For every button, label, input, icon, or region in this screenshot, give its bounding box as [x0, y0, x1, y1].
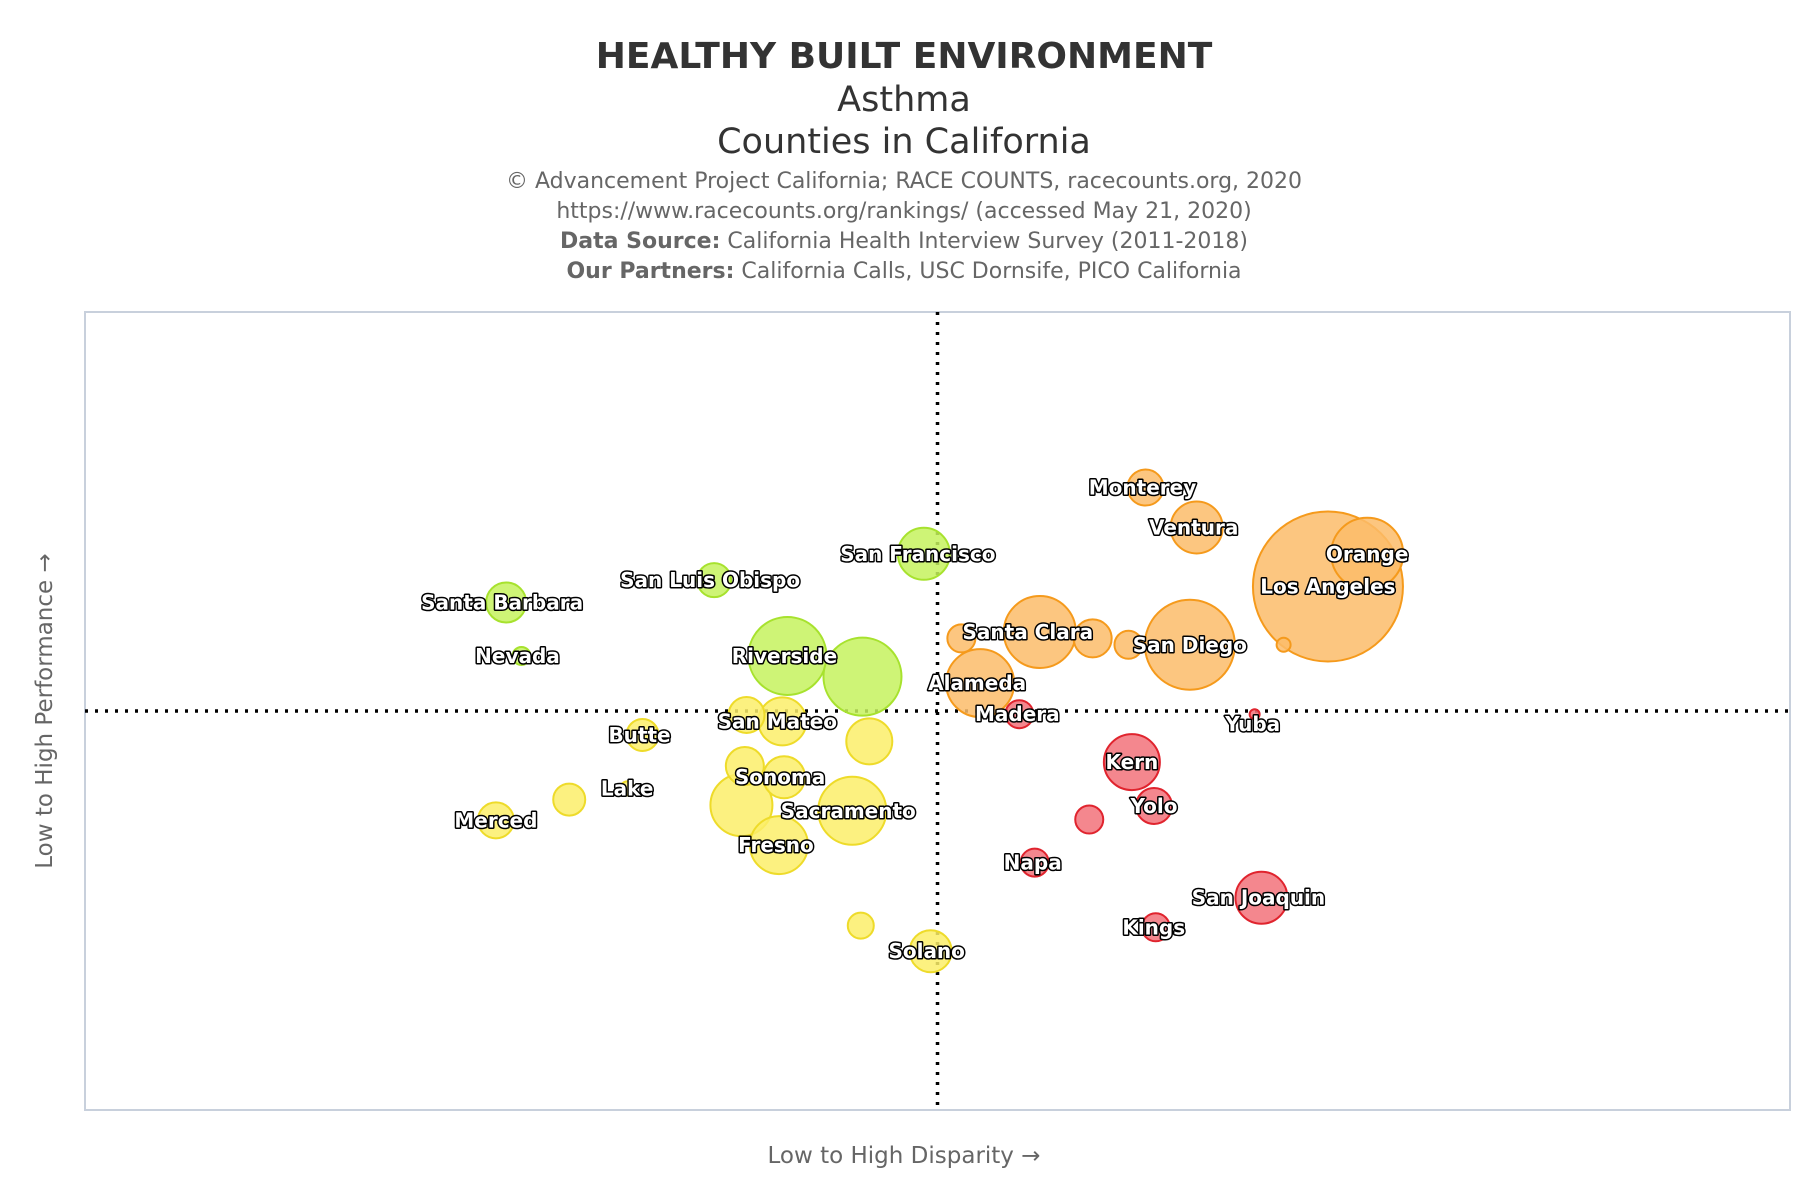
y-axis-label: Low to High Performance →: [32, 553, 58, 869]
credit-copyright: © Advancement Project California; RACE C…: [506, 169, 1302, 194]
bubble-napa[interactable]: [1019, 847, 1050, 878]
credit-partners-text: California Calls, USC Dornsife, PICO Cal…: [734, 259, 1241, 284]
bubble-unlabeled-6[interactable]: [1113, 629, 1144, 660]
bubble-label-orange: Orange: [1326, 542, 1408, 566]
bubble-san-joaquin[interactable]: [1234, 870, 1289, 925]
bubble-label-napa: Napa: [1004, 851, 1062, 875]
bubble-kings[interactable]: [1140, 912, 1171, 943]
bubble-label-san-francisco: San Francisco: [840, 542, 995, 566]
bubble-label-sonoma: Sonoma: [735, 765, 825, 789]
credit-data-source-label: Data Source:: [560, 229, 720, 254]
bubble-label-monterey: Monterey: [1089, 476, 1196, 500]
bubble-merced[interactable]: [476, 801, 515, 840]
bubble-orange[interactable]: [1330, 516, 1405, 591]
bubble-sonoma[interactable]: [762, 755, 807, 800]
bubble-label-ventura: Ventura: [1149, 515, 1238, 539]
bubble-label-yolo: Yolo: [1130, 794, 1178, 818]
bubble-label-riverside: Riverside: [732, 644, 837, 668]
bubble-unlabeled-4[interactable]: [1275, 636, 1292, 653]
credit-url: https://www.racecounts.org/rankings/ (ac…: [556, 199, 1251, 224]
bubble-san-diego[interactable]: [1143, 598, 1236, 691]
bubble-label-madera: Madera: [975, 702, 1060, 726]
bubble-yolo[interactable]: [1135, 786, 1174, 825]
bubble-label-yuba: Yuba: [1224, 712, 1280, 736]
bubble-unlabeled-16[interactable]: [822, 636, 903, 717]
bubble-label-kern: Kern: [1105, 750, 1158, 774]
bubble-ventura[interactable]: [1169, 500, 1224, 555]
bubble-unlabeled-35[interactable]: [1074, 804, 1105, 835]
bubble-label-san-mateo: San Mateo: [718, 709, 837, 733]
chart-subtitle-geography: Counties in California: [717, 122, 1091, 162]
bubble-butte[interactable]: [625, 717, 660, 752]
bubble-sacramento[interactable]: [817, 775, 888, 846]
credit-data-source: Data Source: California Health Interview…: [560, 229, 1248, 254]
bubble-label-santa-barbara: Santa Barbara: [421, 590, 583, 614]
bubble-label-sacramento: Sacramento: [781, 799, 916, 823]
bubble-label-kings: Kings: [1122, 915, 1185, 939]
bubble-label-solano: Solano: [888, 939, 964, 963]
credit-partners-label: Our Partners:: [566, 259, 734, 284]
bubble-label-lake: Lake: [601, 776, 654, 800]
bubble-label-merced: Merced: [454, 808, 537, 832]
bubble-unlabeled-21[interactable]: [724, 746, 765, 787]
bubble-unlabeled-29[interactable]: [846, 911, 875, 940]
bubble-label-santa-clara: Santa Clara: [963, 620, 1094, 644]
bubble-solano[interactable]: [908, 929, 953, 974]
bubble-label-alameda: Alameda: [928, 671, 1026, 695]
bubble-unlabeled-18[interactable]: [727, 695, 766, 734]
credit-partners: Our Partners: California Calls, USC Dorn…: [566, 259, 1241, 284]
bubble-unlabeled-9[interactable]: [946, 623, 977, 654]
bubble-unlabeled-7[interactable]: [1072, 618, 1113, 659]
bubble-labels: Monterey Ventura Orange Los Angeles San Dieg…: [420, 474, 1410, 965]
bubble-label-san-joaquin: San Joaquin: [1192, 886, 1325, 910]
bubble-series: [476, 468, 1405, 974]
bubble-madera[interactable]: [1004, 699, 1035, 730]
bubble-nevada[interactable]: [511, 645, 532, 666]
x-axis-label: Low to High Disparity →: [767, 1143, 1040, 1169]
credit-data-source-text: California Health Interview Survey (2011…: [720, 229, 1248, 254]
bubble-unlabeled-24[interactable]: [552, 782, 587, 817]
bubble-lake[interactable]: [619, 780, 636, 797]
chart-title: HEALTHY BUILT ENVIRONMENT: [596, 36, 1213, 77]
bubble-label-nevada: Nevada: [475, 644, 560, 668]
bubble-label-los-angeles: Los Angeles: [1260, 575, 1395, 599]
bubble-unlabeled-20[interactable]: [845, 717, 894, 766]
bubble-riverside[interactable]: [747, 615, 828, 696]
bubble-label-butte: Butte: [608, 723, 670, 747]
bubble-alameda[interactable]: [945, 648, 1016, 719]
chart-subtitle-topic: Asthma: [837, 80, 971, 120]
bubble-san-francisco[interactable]: [896, 526, 951, 581]
bubble-fresno[interactable]: [748, 815, 809, 876]
bubble-kern[interactable]: [1102, 733, 1161, 792]
bubble-yuba[interactable]: [1248, 708, 1261, 721]
bubble-label-san-diego: San Diego: [1133, 633, 1247, 657]
bubble-label-san-luis-obispo: San Luis Obispo: [620, 568, 800, 592]
bubble-san-luis-obispo[interactable]: [696, 562, 733, 599]
bubble-monterey[interactable]: [1126, 468, 1165, 507]
bubble-label-fresno: Fresno: [738, 833, 814, 857]
bubble-santa-barbara[interactable]: [485, 581, 528, 624]
